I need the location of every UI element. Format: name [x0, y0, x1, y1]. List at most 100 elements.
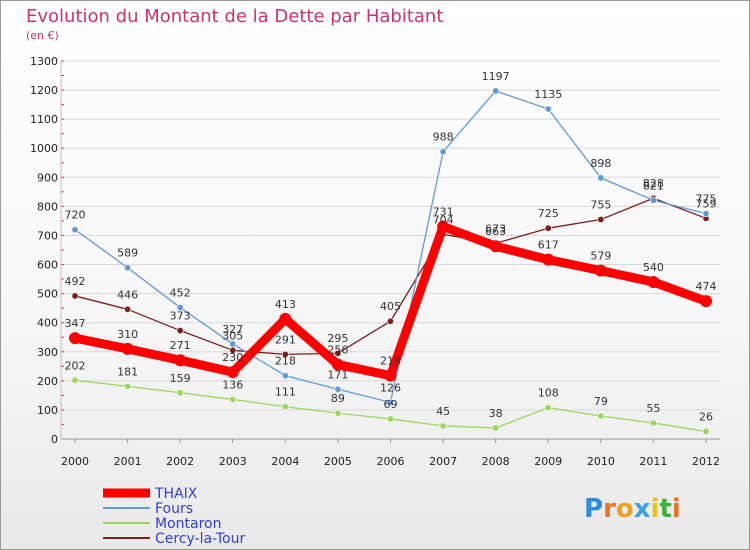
data-label: 759: [696, 197, 717, 210]
data-label: 821: [643, 179, 664, 192]
data-point: [647, 275, 660, 288]
x-tick-label: 2003: [219, 455, 247, 468]
x-tick-label: 2012: [692, 455, 720, 468]
proxiti-logo: Proxiti: [584, 494, 681, 524]
data-label: 108: [538, 387, 559, 400]
data-label: 452: [170, 287, 191, 300]
data-point: [700, 295, 712, 308]
data-label: 898: [590, 157, 611, 170]
data-label: 202: [65, 359, 86, 372]
x-tick-label: 2002: [166, 455, 194, 468]
data-label: 181: [117, 365, 138, 378]
data-point: [439, 422, 447, 430]
x-tick-label: 2009: [534, 455, 562, 468]
data-point: [439, 148, 447, 156]
data-label: 405: [380, 300, 401, 313]
data-point: [384, 369, 397, 382]
legend-entry: Fours: [155, 501, 193, 517]
data-point: [386, 415, 394, 423]
data-label: 45: [436, 405, 450, 418]
data-point: [544, 404, 552, 412]
y-tick-label: 0: [51, 433, 58, 446]
data-label: 271: [170, 339, 191, 352]
data-label: 89: [331, 392, 345, 405]
legend-entry: Montaron: [155, 516, 221, 532]
data-label: 1135: [534, 88, 562, 101]
data-point: [594, 264, 607, 277]
data-label: 111: [275, 386, 296, 399]
data-point: [69, 332, 81, 345]
data-point: [489, 240, 502, 253]
data-label: 347: [65, 317, 86, 330]
data-label: 673: [485, 222, 506, 235]
data-label: 373: [170, 310, 191, 323]
data-label: 988: [433, 131, 454, 144]
x-tick-label: 2000: [61, 455, 89, 468]
data-point: [281, 350, 289, 358]
x-tick-label: 2006: [377, 455, 405, 468]
legend-entry: Cercy-la-Tour: [155, 531, 245, 547]
x-tick-label: 2004: [271, 455, 299, 468]
data-point: [597, 412, 605, 420]
data-point: [492, 87, 500, 95]
data-point: [124, 305, 132, 313]
data-point: [334, 385, 342, 393]
y-tick-label: 700: [37, 229, 58, 242]
data-point: [124, 382, 132, 390]
data-label: 540: [643, 261, 664, 274]
data-label: 295: [327, 332, 348, 345]
data-label: 704: [433, 213, 454, 226]
data-point: [121, 342, 134, 355]
data-point: [542, 253, 555, 266]
data-label: 775: [696, 193, 717, 206]
data-label: 305: [222, 329, 243, 342]
data-label: 126: [380, 381, 401, 394]
data-point: [544, 224, 552, 232]
series: [69, 87, 712, 435]
data-label: 720: [65, 209, 86, 222]
data-label: 310: [117, 328, 138, 341]
data-label: 69: [384, 398, 398, 411]
x-tick-label: 2001: [114, 455, 142, 468]
data-label: 731: [433, 205, 454, 218]
data-label: 26: [699, 410, 713, 423]
data-point: [597, 174, 605, 182]
data-point: [597, 215, 605, 223]
data-label: 136: [222, 378, 243, 391]
data-label: 291: [275, 333, 296, 346]
data-label: 492: [65, 275, 86, 288]
data-point: [649, 196, 657, 204]
data-label: 38: [489, 407, 503, 420]
y-tick-label: 300: [37, 346, 58, 359]
data-point: [386, 398, 394, 406]
data-point: [279, 312, 292, 325]
data-point: [229, 340, 237, 348]
data-point: [334, 349, 342, 357]
x-tick-label: 2008: [482, 455, 510, 468]
y-tick-label: 800: [37, 200, 58, 213]
data-point: [174, 354, 187, 367]
data-label: 617: [538, 239, 559, 252]
y-tick-label: 600: [37, 259, 58, 272]
y-tick-label: 400: [37, 317, 58, 330]
data-point: [124, 264, 132, 272]
data-point: [702, 210, 710, 218]
legend-entry: THAIX: [154, 486, 198, 502]
data-point: [226, 366, 239, 379]
data-label: 230: [222, 351, 243, 364]
data-label: 159: [170, 372, 191, 385]
x-tick-label: 2005: [324, 455, 352, 468]
y-tick-label: 200: [37, 375, 58, 388]
data-label: 589: [117, 247, 138, 260]
data-label: 55: [646, 402, 660, 415]
data-label: 218: [275, 355, 296, 368]
data-point: [386, 317, 394, 325]
data-label: 256: [327, 344, 348, 357]
data-label: 474: [696, 280, 717, 293]
x-tick-label: 2011: [639, 455, 667, 468]
axes: 0 100 200 300 400 500 600 700 800 900 1000 1100 1200…: [30, 55, 720, 468]
logo-wordmark: Proxiti: [584, 494, 681, 524]
y-tick-label: 1200: [30, 84, 58, 97]
